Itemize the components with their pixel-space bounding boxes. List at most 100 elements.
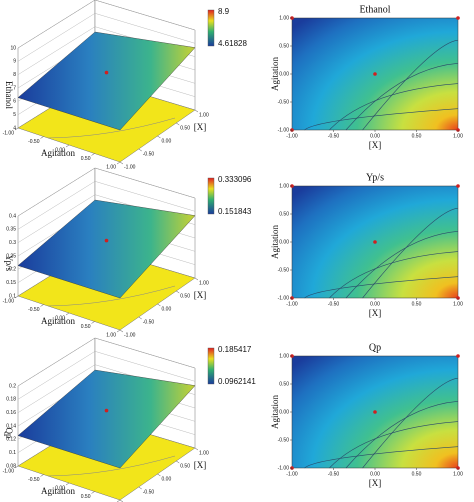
x-tick-label: -0.50: [143, 319, 155, 325]
x-tick: [14, 127, 19, 131]
x-axis-label: [X]: [369, 140, 382, 150]
design-point: [104, 70, 109, 75]
floor-contour: [47, 455, 176, 477]
z-tick-label: 5: [13, 112, 16, 118]
z-tick-label: 0.2: [9, 267, 16, 273]
x-axis-label: [X]: [369, 478, 382, 488]
z-tick-label: 10: [10, 45, 16, 51]
z-axis-label: Qp: [4, 428, 14, 439]
colorbar-max: 0.333096: [218, 175, 252, 184]
x-tick: [91, 153, 95, 156]
y-tick-label: -0.50: [278, 99, 290, 105]
y-axis-label: Agitation: [41, 316, 75, 326]
colorbar-min: 0.0962141: [218, 377, 256, 386]
x-tick: [91, 321, 95, 324]
y-tick-label: -1.00: [278, 295, 290, 301]
z-tick-label: 0.16: [6, 410, 16, 416]
design-point: [373, 72, 377, 76]
x-tick-label: 0.50: [412, 301, 422, 307]
y-axis-label: Agitation: [41, 486, 75, 496]
x-tick: [119, 329, 124, 333]
x-tick: [65, 312, 70, 316]
x-tick-label: -1.00: [124, 332, 136, 338]
z-tick-label: 0.3: [9, 240, 16, 246]
x-axis-label: [X]: [194, 460, 207, 470]
y-tick-label: 0.50: [279, 381, 289, 387]
x-tick: [91, 491, 95, 494]
surface: [17, 31, 196, 131]
z-tick-label: 0.15: [6, 280, 16, 286]
x-axis-label: [X]: [194, 122, 207, 132]
y-tick-label: 0.00: [55, 315, 65, 321]
x-axis-label: [X]: [369, 308, 382, 318]
x-tick: [65, 144, 70, 148]
x-tick: [157, 303, 161, 307]
y-axis-label: Agitation: [41, 148, 75, 158]
x-tick-label: 1.00: [453, 301, 463, 307]
y-tick-label: 0.00: [55, 147, 65, 153]
y-tick-label: 0.50: [81, 494, 91, 500]
y-axis-label: Agitation: [270, 57, 280, 91]
y-tick-label: 1.00: [106, 332, 116, 338]
y-tick-label: 0.50: [279, 43, 289, 49]
x-tick-label: 0.00: [370, 301, 380, 307]
z-tick-label: 0.08: [6, 463, 16, 469]
z-tick-label: 7: [13, 85, 16, 91]
y-tick-label: -0.50: [28, 139, 40, 145]
colorbar: [207, 177, 215, 215]
x-tick-label: -0.50: [328, 471, 340, 477]
y-tick-label: -1.00: [3, 468, 15, 474]
x-tick: [176, 460, 180, 464]
z-tick-label: 0.12: [6, 437, 16, 443]
floor-contour: [47, 285, 176, 307]
x-tick: [40, 136, 44, 139]
contour-line: [329, 83, 459, 131]
contour-line: [304, 446, 459, 469]
floor-contour: [47, 117, 176, 139]
y-axis-label: Agitation: [270, 395, 280, 429]
z-axis-label: Ethanol: [4, 81, 14, 109]
x-tick-label: 0.00: [370, 133, 380, 139]
colorbar-min: 0.151843: [218, 207, 252, 216]
design-point: [373, 410, 377, 414]
z-tick-label: 0.1: [9, 293, 16, 299]
contour-line: [329, 251, 459, 299]
x-tick: [176, 290, 180, 294]
y-tick-label: -0.50: [28, 307, 40, 313]
z-tick-label: 0.4: [9, 213, 16, 219]
z-tick-label: 8: [13, 72, 16, 78]
x-tick-label: 0.50: [180, 293, 190, 299]
colorbar: [207, 9, 215, 47]
x-tick-label: -0.50: [143, 489, 155, 495]
x-tick: [40, 304, 44, 307]
y-tick-label: 0.00: [279, 239, 289, 245]
x-tick: [116, 329, 121, 333]
chart-title: Qp: [369, 342, 381, 353]
x-tick-label: 1.00: [453, 471, 463, 477]
y-tick-label: -0.50: [28, 477, 40, 483]
design-point: [104, 238, 109, 243]
x-tick: [157, 135, 161, 139]
chart-title: Yp/s: [366, 172, 384, 183]
y-axis-label: Agitation: [270, 225, 280, 259]
y-tick-label: -1.00: [3, 130, 15, 136]
contour-line: [362, 377, 459, 469]
y-tick-label: -1.00: [278, 127, 290, 133]
design-point: [456, 184, 460, 188]
y-tick-label: 1.00: [279, 353, 289, 359]
colorbar-max: 0.185417: [218, 345, 252, 354]
x-tick-label: -0.50: [328, 133, 340, 139]
z-tick-label: 0.2: [9, 383, 16, 389]
x-tick-label: 0.50: [412, 133, 422, 139]
x-tick: [194, 447, 199, 451]
contour-line: [304, 276, 459, 299]
x-tick: [40, 474, 44, 477]
x-tick: [194, 109, 199, 113]
x-tick: [65, 482, 70, 486]
z-tick-label: 0.18: [6, 397, 16, 403]
x-tick-label: 0.50: [180, 463, 190, 469]
y-tick-label: -0.50: [278, 267, 290, 273]
x-tick-label: 0.00: [162, 138, 172, 144]
y-tick-label: 1.00: [279, 183, 289, 189]
